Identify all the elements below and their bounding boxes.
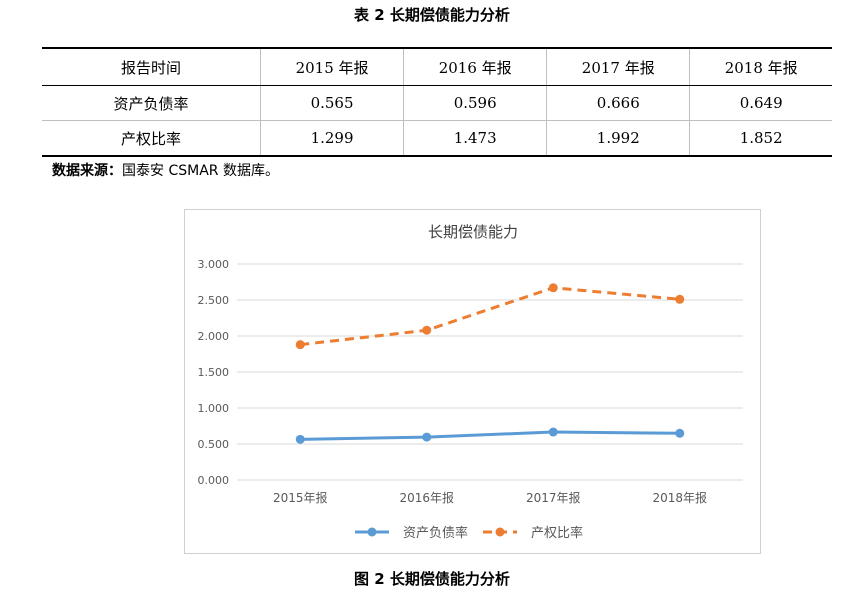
line-chart: 长期偿债能力 0.000 0.500 1.000 1.500 2.000 2.500 3.00… — [184, 209, 761, 554]
chart-canvas: 长期偿债能力 0.000 0.500 1.000 1.500 2.000 2.500 3.00… — [198, 223, 743, 541]
x-tick-label: 2018年报 — [652, 490, 707, 505]
y-tick-label: 0.000 — [198, 474, 230, 487]
chart-title: 长期偿债能力 — [428, 223, 518, 241]
x-tick-label: 2016年报 — [399, 490, 454, 505]
series-line-1 — [300, 430, 680, 441]
table-cell: 1.473 — [403, 120, 547, 157]
y-tick-label: 1.500 — [198, 366, 230, 379]
y-tick-label: 3.000 — [198, 258, 230, 271]
y-tick-label: 1.000 — [198, 402, 230, 415]
row-label: 资产负债率 — [42, 85, 261, 121]
series-line-2 — [300, 286, 680, 347]
legend-marker — [495, 527, 505, 537]
x-tick-label: 2017年报 — [526, 490, 581, 505]
legend-label: 产权比率 — [531, 525, 583, 541]
legend-marker — [367, 527, 377, 537]
data-point — [422, 432, 432, 442]
y-tick-label: 2.500 — [198, 294, 230, 307]
y-tick-label: 2.000 — [198, 330, 230, 343]
table-cell: 0.596 — [403, 85, 547, 121]
table-cell: 1.992 — [546, 120, 690, 157]
figure-caption: 图 2 长期偿债能力分析 — [354, 570, 510, 588]
table-row: 资产负债率 0.565 0.596 0.666 0.649 — [42, 85, 832, 121]
debt-ratio-table: 报告时间 2015 年报 2016 年报 2017 年报 2018 年报 资产负… — [42, 47, 832, 157]
data-point — [295, 434, 305, 444]
table-title: 表 2 长期偿债能力分析 — [354, 6, 510, 24]
header-2017: 2017 年报 — [546, 47, 690, 86]
x-tick-label: 2015年报 — [273, 490, 328, 505]
header-2018: 2018 年报 — [689, 47, 832, 86]
table-cell: 0.565 — [259, 85, 404, 121]
legend-label: 资产负债率 — [403, 525, 468, 541]
y-tick-label: 0.500 — [198, 438, 230, 451]
source-label: 数据来源： — [52, 163, 122, 179]
data-point — [548, 427, 558, 437]
data-point — [675, 428, 685, 438]
header-2015: 2015 年报 — [259, 47, 404, 86]
data-source-note: 数据来源：国泰安 CSMAR 数据库。 — [52, 160, 279, 180]
table-cell: 0.649 — [689, 85, 832, 121]
table-cell: 1.852 — [689, 120, 832, 157]
data-point — [675, 294, 685, 304]
header-2016: 2016 年报 — [403, 47, 547, 86]
data-point — [422, 325, 432, 335]
table-header-row: 报告时间 2015 年报 2016 年报 2017 年报 2018 年报 — [42, 47, 832, 86]
data-point — [295, 340, 305, 350]
header-report-time: 报告时间 — [42, 47, 261, 86]
source-text: 国泰安 CSMAR 数据库。 — [122, 163, 279, 179]
data-point — [548, 283, 558, 293]
table-cell: 0.666 — [546, 85, 690, 121]
table-row: 产权比率 1.299 1.473 1.992 1.852 — [42, 120, 832, 157]
table-cell: 1.299 — [259, 120, 404, 157]
row-label: 产权比率 — [42, 120, 261, 157]
